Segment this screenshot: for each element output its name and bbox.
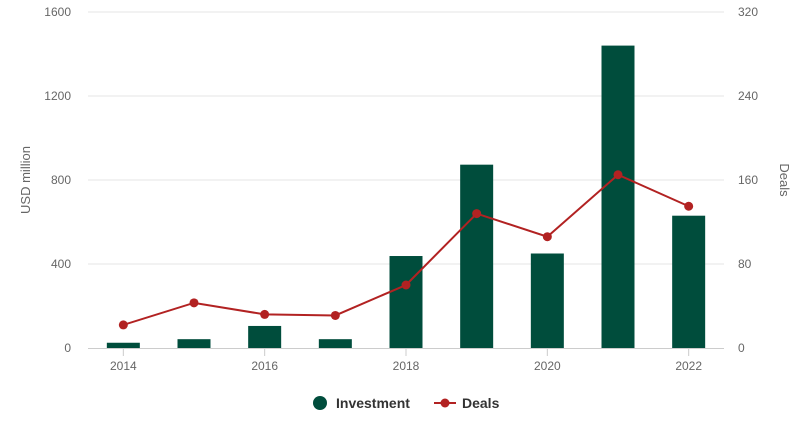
legend-deals-label: Deals xyxy=(462,395,500,411)
investment-bar-2020[interactable] xyxy=(530,253,564,349)
deals-line-series xyxy=(118,170,694,330)
right-y-tick-label: 0 xyxy=(738,341,745,355)
legend: Investment Deals xyxy=(313,395,500,411)
legend-item-investment[interactable]: Investment xyxy=(313,395,410,411)
deals-point-2020[interactable] xyxy=(542,232,552,242)
investment-bars xyxy=(106,45,706,349)
legend-investment-label: Investment xyxy=(336,395,410,411)
left-y-tick-label: 800 xyxy=(51,173,71,187)
right-y-axis-ticks: 0 80 160 240 320 xyxy=(738,5,758,355)
legend-investment-symbol xyxy=(313,396,327,410)
x-tick-label: 2016 xyxy=(251,359,278,373)
right-y-tick-label: 240 xyxy=(738,89,758,103)
left-y-tick-label: 1200 xyxy=(44,89,71,103)
legend-item-deals[interactable]: Deals xyxy=(434,395,500,411)
deals-point-2021[interactable] xyxy=(613,170,623,180)
deals-point-2016[interactable] xyxy=(260,309,270,319)
investment-bar-2018[interactable] xyxy=(389,256,423,348)
x-tick-label: 2014 xyxy=(110,359,137,373)
x-tick-label: 2022 xyxy=(675,359,702,373)
investment-bar-2022[interactable] xyxy=(672,215,706,348)
investment-bar-2021[interactable] xyxy=(601,45,635,348)
investment-bar-2016[interactable] xyxy=(248,325,282,348)
deals-point-2019[interactable] xyxy=(472,209,482,219)
x-axis-ticks: 2014 2016 2018 2020 2022 xyxy=(110,348,702,373)
right-y-tick-label: 80 xyxy=(738,257,752,271)
x-tick-label: 2020 xyxy=(534,359,561,373)
x-tick-label: 2018 xyxy=(393,359,420,373)
right-y-axis-title: Deals xyxy=(777,163,792,197)
left-y-axis-title: USD million xyxy=(18,146,33,214)
deals-point-2018[interactable] xyxy=(401,280,411,290)
investment-bar-2019[interactable] xyxy=(460,164,494,348)
deals-point-2022[interactable] xyxy=(684,201,694,211)
right-y-tick-label: 160 xyxy=(738,173,758,187)
investment-bar-2014[interactable] xyxy=(106,342,140,348)
right-y-tick-label: 320 xyxy=(738,5,758,19)
left-y-tick-label: 0 xyxy=(64,341,71,355)
deals-point-2015[interactable] xyxy=(189,298,199,308)
left-y-tick-label: 1600 xyxy=(44,5,71,19)
legend-deals-marker-symbol xyxy=(440,398,450,408)
deals-point-2017[interactable] xyxy=(330,310,340,320)
left-y-axis-ticks: 0 400 800 1200 1600 xyxy=(44,5,71,355)
deals-point-2014[interactable] xyxy=(118,320,128,330)
left-y-tick-label: 400 xyxy=(51,257,71,271)
investment-bar-2015[interactable] xyxy=(177,339,211,348)
investment-bar-2017[interactable] xyxy=(318,339,352,348)
